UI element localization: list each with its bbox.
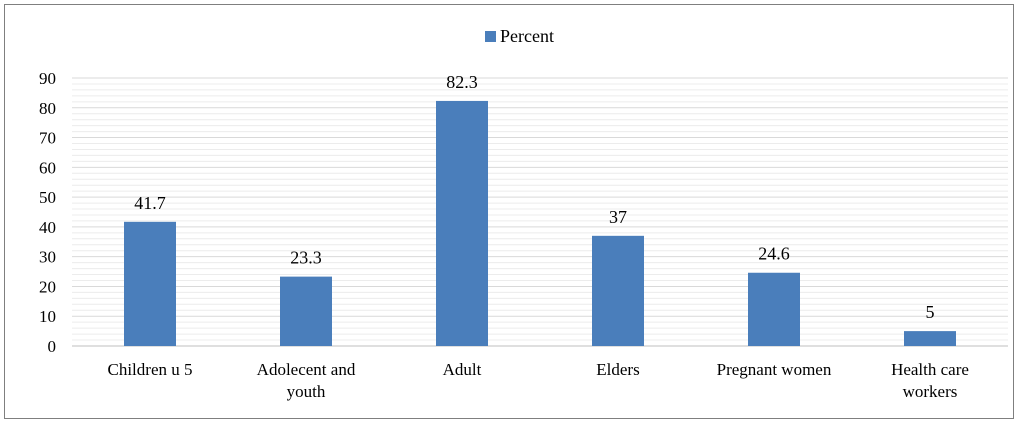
- y-tick-label: 20: [39, 277, 56, 296]
- y-tick-label: 10: [39, 307, 56, 326]
- y-tick-label: 40: [39, 218, 56, 237]
- bar: [436, 100, 488, 346]
- x-axis-labels: Children u 5 Adolecent and youth Adult Elder…: [108, 360, 969, 401]
- data-label: 23.3: [290, 248, 322, 268]
- bar: [592, 235, 644, 346]
- data-label: 41.7: [134, 193, 166, 213]
- data-labels: 41.7 23.3 82.3 37 24.6 5: [134, 72, 934, 322]
- x-tick-label: Health care workers: [891, 360, 969, 401]
- data-label: 24.6: [758, 244, 790, 264]
- data-label: 82.3: [446, 72, 478, 92]
- bar: [748, 272, 800, 346]
- y-tick-label: 90: [39, 69, 56, 88]
- y-tick-label: 30: [39, 248, 56, 267]
- x-tick-label: Elders: [596, 360, 639, 379]
- legend: Percent: [485, 26, 554, 46]
- gridlines: [72, 77, 1008, 347]
- y-tick-label: 60: [39, 158, 56, 177]
- legend-label-percent: Percent: [500, 26, 554, 46]
- bars: [124, 100, 956, 346]
- y-axis-ticks: 0 10 20 30 40 50 60 70 80 90: [39, 69, 56, 356]
- bar: [124, 221, 176, 346]
- y-tick-label: 70: [39, 129, 56, 148]
- legend-swatch-percent: [485, 31, 496, 42]
- bar: [904, 331, 956, 346]
- y-tick-label: 80: [39, 99, 56, 118]
- x-tick-label: Children u 5: [108, 360, 193, 379]
- y-tick-label: 0: [48, 337, 57, 356]
- x-tick-label: Adult: [443, 360, 482, 379]
- x-tick-label: Pregnant women: [717, 360, 832, 379]
- x-tick-label: Adolecent and youth: [257, 360, 356, 401]
- data-label: 5: [926, 302, 935, 322]
- data-label: 37: [609, 207, 627, 227]
- y-tick-label: 50: [39, 188, 56, 207]
- bar: [280, 276, 332, 346]
- chart-frame: [4, 4, 1014, 419]
